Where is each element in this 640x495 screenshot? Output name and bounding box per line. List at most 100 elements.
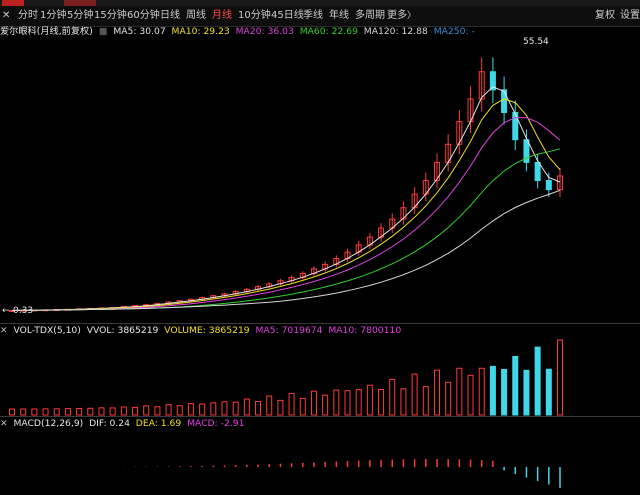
high-price-label: 55.54 bbox=[523, 37, 549, 47]
volume-bar bbox=[154, 406, 161, 416]
vol-ma5-value: MA5: 7019674 bbox=[255, 325, 323, 336]
dea-value: DEA: 1.69 bbox=[135, 418, 182, 429]
ma60-line bbox=[11, 148, 561, 311]
volume-bar bbox=[422, 386, 429, 416]
period-60min[interactable]: 60分钟 bbox=[127, 10, 160, 21]
volume-bar bbox=[120, 406, 127, 416]
macd-title: MACD(12,26,9) bbox=[13, 418, 84, 429]
volume-bar bbox=[199, 403, 206, 416]
volume-value: VOLUME: 3865219 bbox=[164, 325, 250, 336]
period-more-label: 更多 bbox=[387, 10, 407, 21]
candle-body bbox=[433, 161, 440, 182]
volume-bar bbox=[53, 408, 60, 416]
volume-bar bbox=[42, 408, 49, 416]
close-icon[interactable]: ✕ bbox=[0, 326, 8, 336]
volume-bar bbox=[310, 390, 317, 416]
candle-body bbox=[9, 310, 15, 313]
settings-button[interactable]: 设置 bbox=[620, 10, 640, 21]
volume-bar bbox=[266, 395, 273, 416]
volume-bar bbox=[64, 408, 71, 416]
volume-bar bbox=[210, 402, 217, 416]
volume-bar bbox=[176, 405, 183, 416]
volume-title: VOL-TDX(5,10) bbox=[13, 325, 81, 336]
period-10min[interactable]: 10分钟 bbox=[238, 10, 271, 21]
volume-bar bbox=[389, 378, 396, 416]
close-icon[interactable]: ✕ bbox=[0, 419, 8, 429]
volume-bar bbox=[277, 399, 284, 416]
volume-bar bbox=[31, 408, 38, 416]
period-minute[interactable]: 分时 bbox=[18, 10, 38, 21]
ma120-line bbox=[11, 189, 561, 311]
volume-bar bbox=[255, 400, 262, 416]
volume-bar bbox=[501, 368, 508, 416]
low-arrow-icon: ← bbox=[2, 306, 10, 316]
volume-bar bbox=[20, 408, 27, 416]
volume-bar bbox=[366, 384, 373, 416]
period-weekly[interactable]: 周线 bbox=[186, 10, 206, 21]
ma5-line bbox=[11, 86, 561, 311]
volume-bar bbox=[344, 390, 351, 416]
period-quarterly[interactable]: 季线 bbox=[303, 10, 323, 21]
panel-divider bbox=[0, 416, 640, 417]
period-15min[interactable]: 15分钟 bbox=[94, 10, 127, 21]
volume-bar bbox=[232, 401, 239, 416]
chevron-right-icon: 〉 bbox=[407, 11, 417, 21]
volume-bar bbox=[489, 365, 496, 416]
candle-body bbox=[501, 89, 508, 114]
volume-bar bbox=[322, 394, 329, 416]
volume-bar bbox=[355, 389, 362, 416]
ma5-value: MA5: 30.07 bbox=[113, 26, 166, 37]
volume-bar bbox=[445, 381, 452, 416]
volume-bar bbox=[545, 368, 552, 416]
ma20-value: MA20: 36.03 bbox=[235, 26, 294, 37]
volume-bar bbox=[523, 369, 530, 416]
period-yearly[interactable]: 年线 bbox=[329, 10, 349, 21]
candle-body bbox=[456, 121, 463, 145]
active-tab-marker[interactable] bbox=[64, 0, 96, 6]
period-45day[interactable]: 45日线 bbox=[271, 10, 304, 21]
period-toolbar: ✕ 分时 1分钟 5分钟 15分钟 60分钟 日线 周线 月线 10分钟 45日… bbox=[0, 6, 640, 27]
candle-body bbox=[512, 112, 519, 141]
period-daily[interactable]: 日线 bbox=[160, 10, 180, 21]
volume-bar bbox=[221, 401, 228, 416]
vvol-value: VVOL: 3865219 bbox=[86, 325, 159, 336]
period-multi[interactable]: 多周期 bbox=[355, 10, 385, 21]
candle-body bbox=[545, 180, 552, 191]
vol-ma10-value: MA10: 7800110 bbox=[328, 325, 402, 336]
period-5min[interactable]: 5分钟 bbox=[67, 10, 94, 21]
volume-bar bbox=[534, 346, 541, 416]
volume-bar bbox=[333, 389, 340, 416]
ma60-value: MA60: 22.69 bbox=[299, 26, 358, 37]
volume-bar bbox=[557, 339, 563, 416]
period-monthly[interactable]: 月线 bbox=[212, 10, 232, 21]
volume-bar bbox=[433, 369, 440, 416]
volume-bar bbox=[378, 388, 385, 416]
legend-square-icon: ■ bbox=[98, 26, 108, 37]
candle-body bbox=[534, 161, 541, 182]
period-1min[interactable]: 1分钟 bbox=[40, 10, 67, 21]
adjust-button[interactable]: 复权 bbox=[595, 10, 615, 21]
volume-bar bbox=[467, 374, 474, 416]
candle-body bbox=[489, 71, 496, 91]
candle-body bbox=[557, 175, 563, 191]
ma10-line bbox=[11, 98, 561, 311]
period-more[interactable]: 更多〉 bbox=[387, 6, 416, 26]
low-price-label: 0.33 bbox=[13, 306, 33, 316]
close-icon[interactable]: ✕ bbox=[2, 10, 11, 21]
candle-body bbox=[523, 139, 530, 163]
macd-value: MACD: -2.91 bbox=[187, 418, 245, 429]
app-logo bbox=[2, 0, 24, 6]
volume-bar bbox=[87, 407, 94, 416]
volume-bar bbox=[456, 367, 463, 416]
volume-bar bbox=[411, 373, 418, 416]
dif-value: DIF: 0.24 bbox=[89, 418, 130, 429]
volume-bar bbox=[98, 407, 105, 416]
ma20-line bbox=[11, 117, 561, 311]
ma120-value: MA120: 12.88 bbox=[363, 26, 428, 37]
volume-bar bbox=[109, 407, 116, 416]
main-indicator-row: 爱尔眼科(月线,前复权) ■ MA5: 30.07 MA10: 29.23 MA… bbox=[0, 24, 475, 40]
volume-bar bbox=[143, 405, 150, 416]
volume-bar bbox=[243, 398, 250, 416]
candle-body bbox=[478, 71, 485, 100]
